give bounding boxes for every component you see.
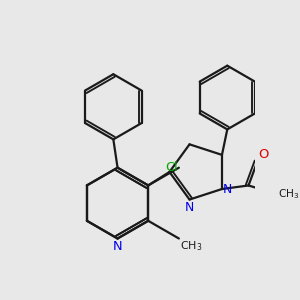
- Text: CH$_3$: CH$_3$: [180, 239, 202, 253]
- Text: CH$_3$: CH$_3$: [278, 188, 300, 201]
- Text: Cl: Cl: [165, 161, 178, 174]
- Text: N: N: [223, 182, 232, 196]
- Text: O: O: [258, 148, 268, 160]
- Text: N: N: [185, 201, 194, 214]
- Text: N: N: [113, 240, 122, 253]
